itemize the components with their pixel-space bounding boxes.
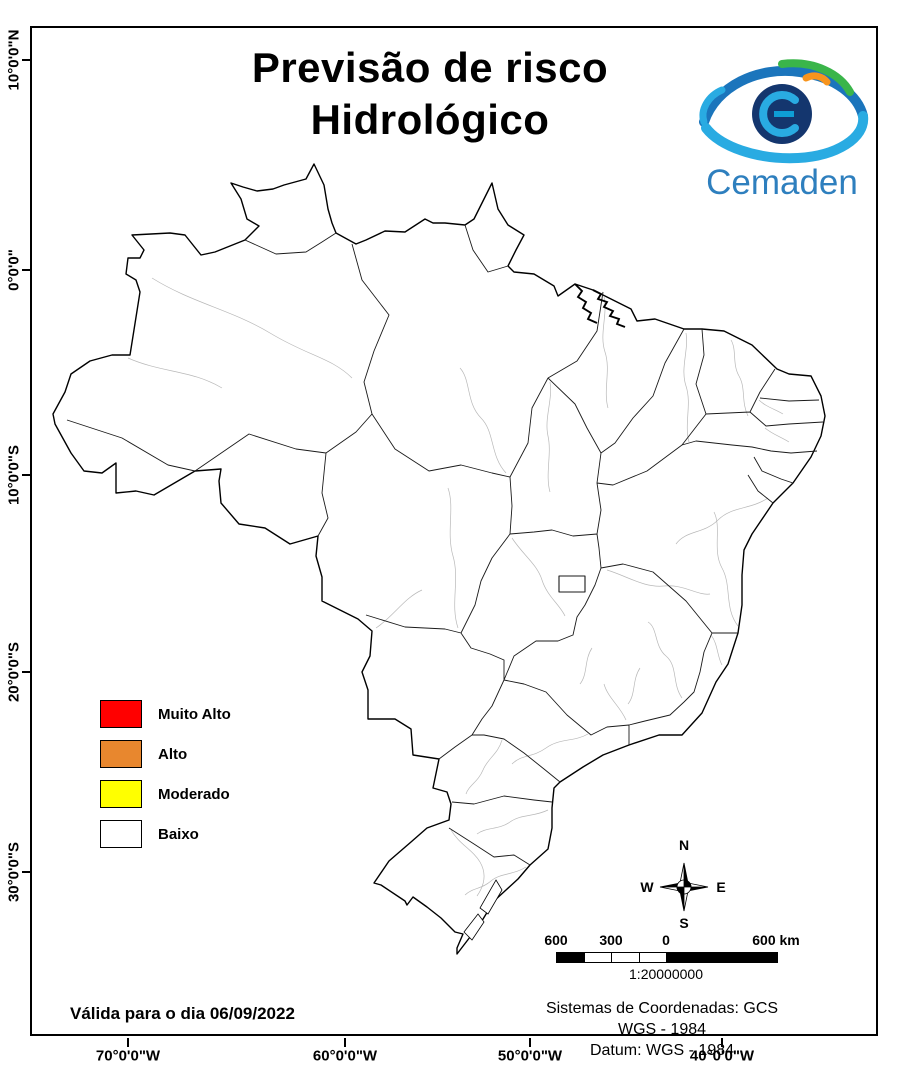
- scale-label-0: 0: [662, 932, 670, 948]
- lon-tick: [344, 1038, 346, 1047]
- country-outline: [52, 163, 826, 955]
- lon-tick: [721, 1038, 723, 1047]
- coordinate-system-text: Sistemas de Coordenadas: GCS WGS - 1984 …: [542, 998, 783, 1061]
- risk-legend: Muito Alto Alto Moderado Baixo: [100, 700, 231, 848]
- moderado-label: Moderado: [158, 785, 230, 803]
- compass-n-label: N: [679, 837, 689, 853]
- cemaden-logo: Cemaden: [699, 59, 869, 202]
- scale-segment: [557, 953, 585, 962]
- baixo-swatch: [100, 820, 142, 848]
- scale-segment: [639, 953, 667, 962]
- scale-label-600-left: 600: [544, 932, 568, 948]
- legend-item-moderado: Moderado: [100, 780, 231, 808]
- lon-label-60w: 60°0'0"W: [312, 1047, 378, 1065]
- lat-tick: [22, 269, 31, 271]
- page-title: Previsão de risco Hidrológico: [252, 42, 608, 146]
- brazil-map: [52, 163, 826, 955]
- lon-label-40w: 40°0'0"W: [689, 1047, 755, 1065]
- scale-ratio: 1:20000000: [629, 966, 703, 982]
- lon-label-70w: 70°0'0"W: [95, 1047, 161, 1065]
- lat-tick: [22, 871, 31, 873]
- map-frame: [30, 26, 878, 1036]
- legend-item-alto: Alto: [100, 740, 231, 768]
- crs-line-2: Datum: WGS - 1984: [589, 1042, 735, 1059]
- municipal-borders: [127, 277, 790, 897]
- coast-detail: [574, 283, 626, 328]
- lat-label-10s: 10°0'0"S: [5, 444, 23, 506]
- title-line-2: Hidrológico: [310, 96, 550, 143]
- compass-s-label: S: [679, 915, 688, 931]
- alto-swatch: [100, 740, 142, 768]
- lat-label-0: 0°0'0": [5, 249, 23, 291]
- cemaden-eye-icon: [699, 59, 869, 164]
- coastal-lagoons: [463, 879, 503, 941]
- scale-label-300: 300: [599, 932, 623, 948]
- lat-label-30s: 30°0'0"S: [5, 841, 23, 903]
- lon-label-50w: 50°0'0"W: [497, 1047, 563, 1065]
- baixo-label: Baixo: [158, 825, 199, 843]
- alto-label: Alto: [158, 745, 188, 763]
- moderado-swatch: [100, 780, 142, 808]
- scale-segment: [584, 953, 612, 962]
- state-borders: [66, 224, 824, 866]
- compass-e-label: E: [716, 879, 725, 895]
- legend-item-baixo: Baixo: [100, 820, 231, 848]
- validity-date-text: Válida para o dia 06/09/2022: [70, 1004, 295, 1023]
- legend-item-muito-alto: Muito Alto: [100, 700, 231, 728]
- lat-tick: [22, 474, 31, 476]
- compass-w-label: W: [640, 879, 654, 895]
- muito-alto-label: Muito Alto: [158, 705, 231, 723]
- compass-rose-icon: N W E S: [640, 837, 725, 931]
- lat-label-20s: 20°0'0"S: [5, 641, 23, 703]
- cemaden-logo-text: Cemaden: [706, 163, 858, 202]
- scale-label-600-km: 600 km: [752, 932, 800, 948]
- lon-tick: [529, 1038, 531, 1047]
- muito-alto-swatch: [100, 700, 142, 728]
- lat-tick: [22, 59, 31, 61]
- lon-tick: [127, 1038, 129, 1047]
- scale-bar: 600 300 0 600 km 1:20000000: [544, 932, 802, 988]
- title-line-1: Previsão de risco: [251, 44, 609, 91]
- scale-segment: [667, 953, 777, 962]
- crs-line-1: Sistemas de Coordenadas: GCS WGS - 1984: [545, 1000, 779, 1038]
- scale-bar-segments: [556, 952, 778, 963]
- lat-label-10n: 10°0'0"N: [5, 29, 23, 91]
- df-boundary: [558, 575, 586, 593]
- lat-tick: [22, 671, 31, 673]
- scale-segment: [612, 953, 640, 962]
